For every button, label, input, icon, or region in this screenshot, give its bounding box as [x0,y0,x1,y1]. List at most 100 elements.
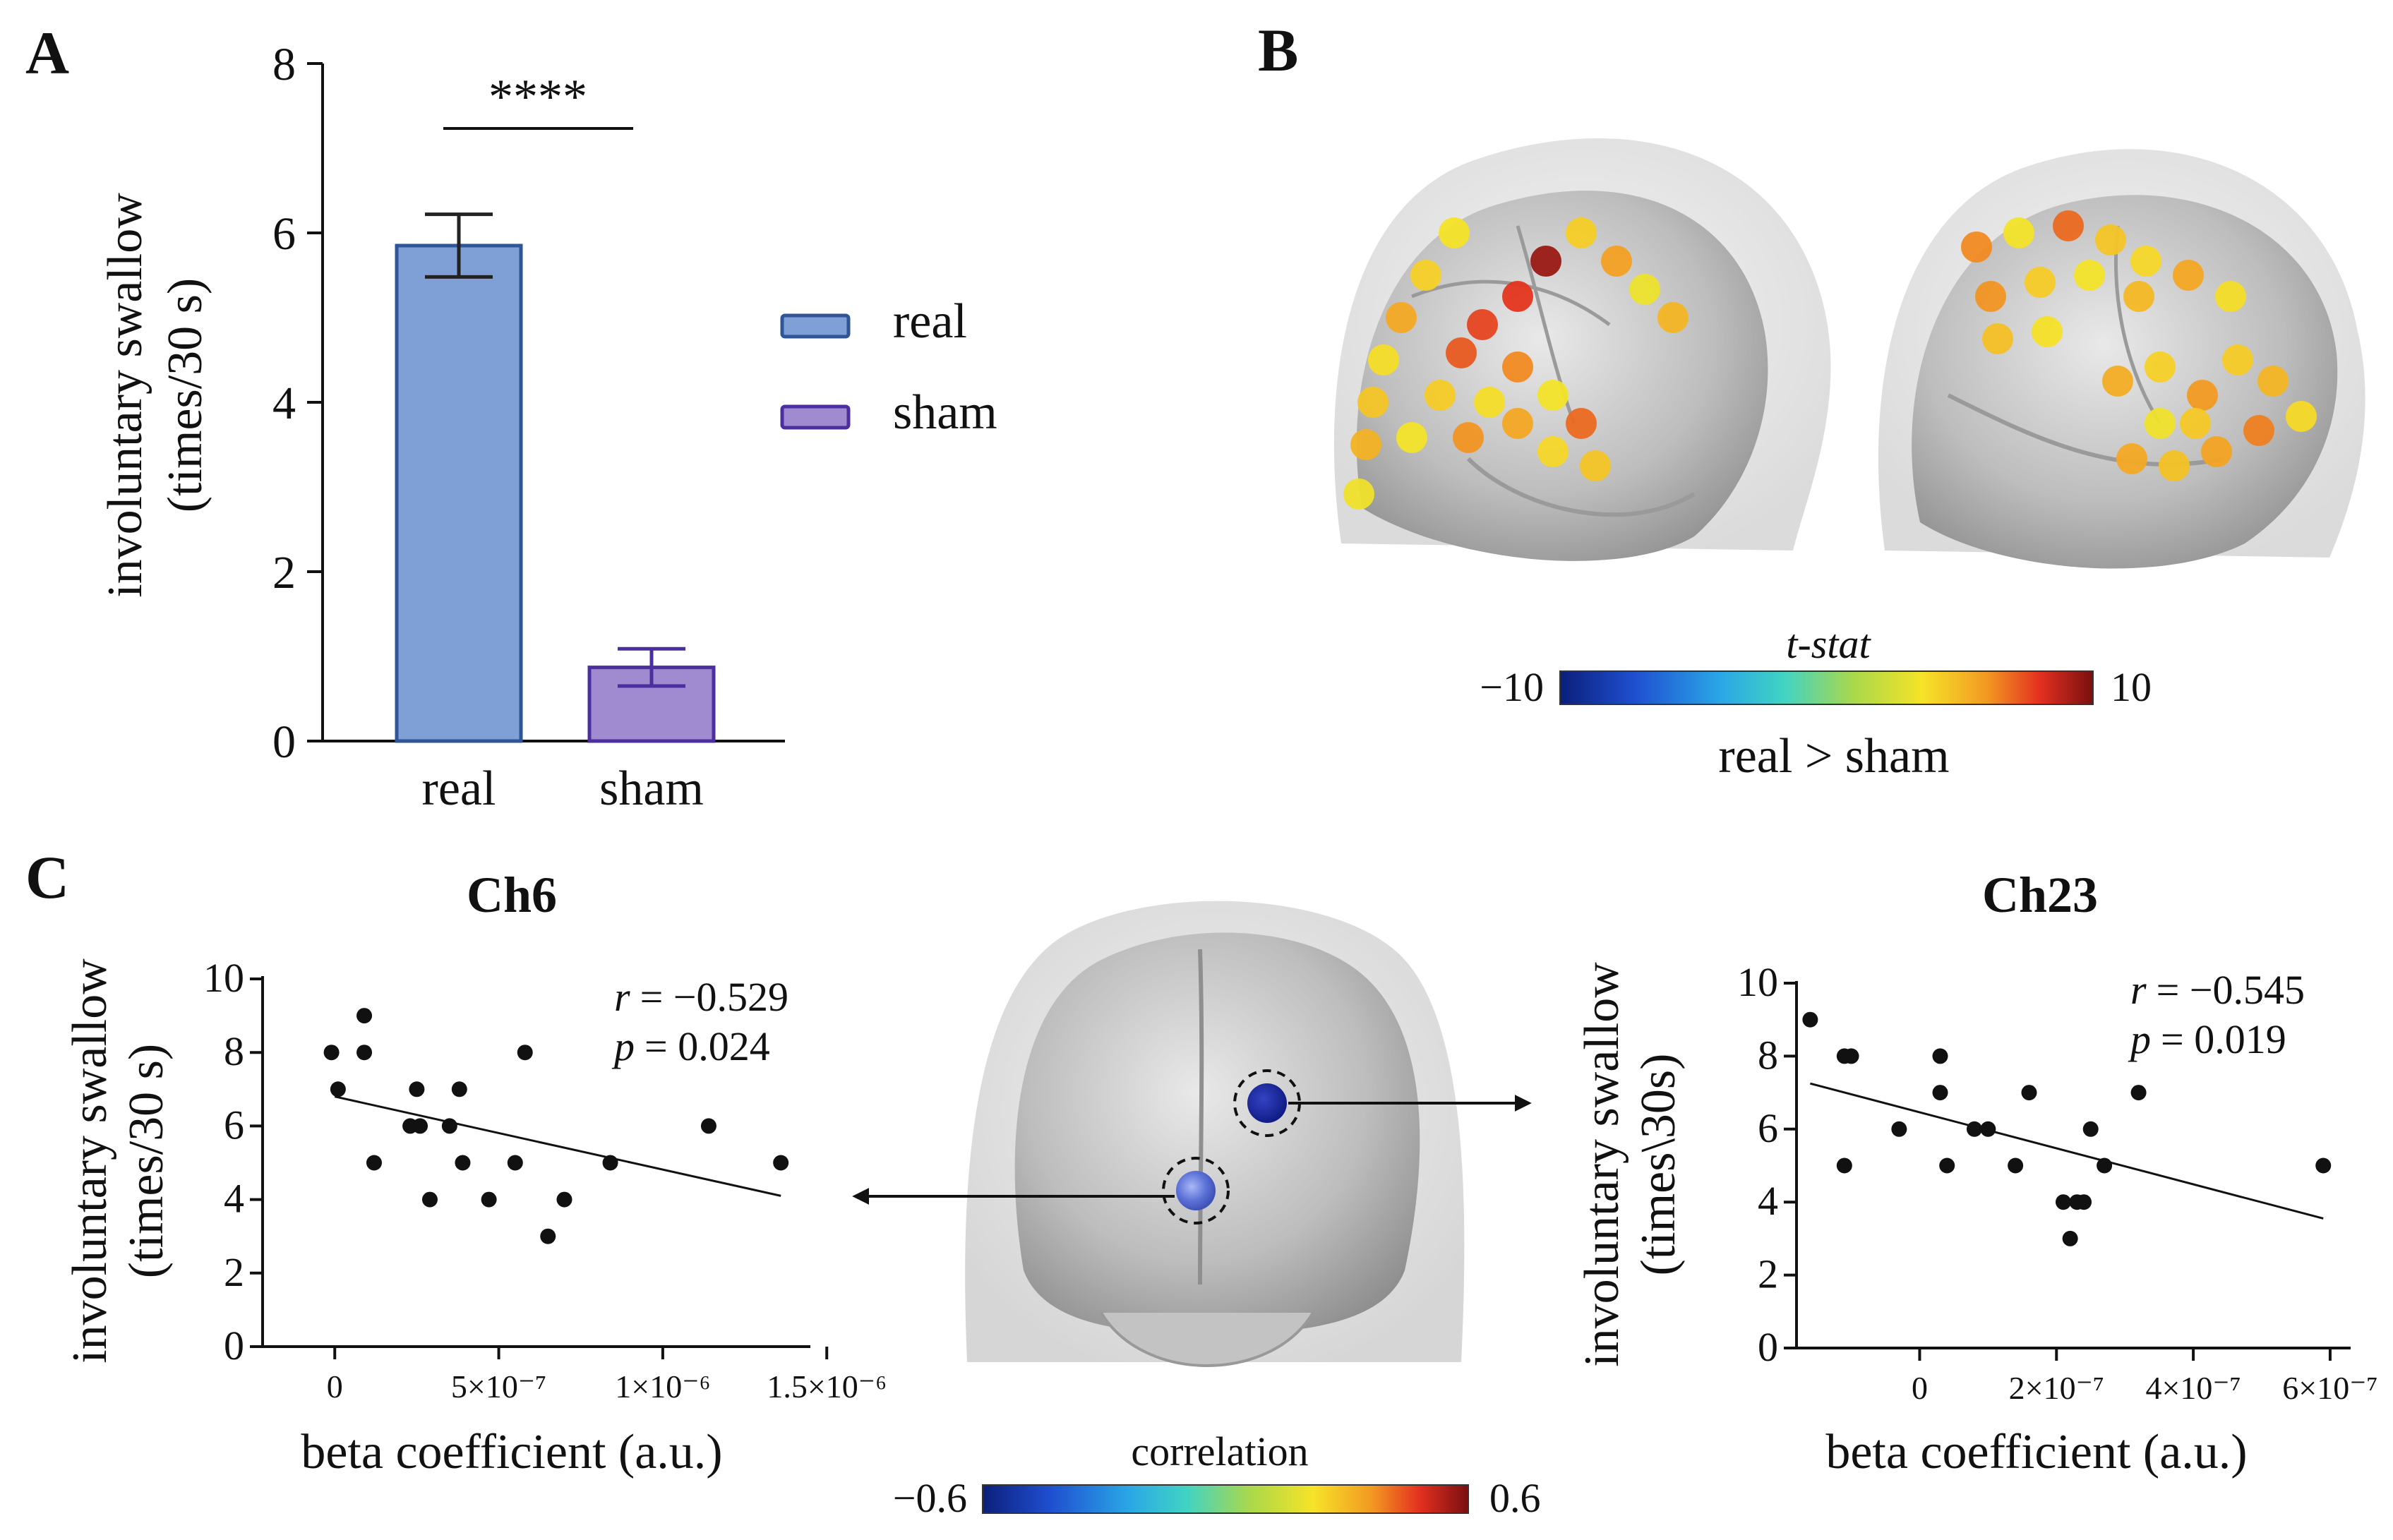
channel-marker [1368,344,1399,375]
y-tick-label: 4 [1758,1178,1778,1224]
panel-a-x-label: real [422,762,496,816]
channel-marker [1439,217,1470,248]
y-tick-label: 4 [224,1176,244,1222]
channel-marker [1453,422,1484,453]
data-point [1932,1085,1948,1101]
channel-marker [1629,274,1660,305]
ch23-ylabel-line2: (times\30s) [1631,1054,1686,1276]
channel-marker [1350,429,1381,460]
channel-marker [2222,344,2253,375]
correlation-colorbar [982,1484,1469,1514]
channel-marker [2102,366,2133,397]
ch6-title: Ch6 [467,867,557,923]
data-point [356,1045,373,1061]
ch6-points [323,1008,789,1244]
y-tick-label: 6 [1758,1105,1778,1151]
x-tick-label: 0 [327,1368,343,1404]
channel-marker [2145,351,2176,383]
ch6-y-title: involuntary swallow (times/30 s) [63,958,174,1364]
x-tick-label: 4×10⁻⁷ [2145,1370,2241,1406]
data-point [2315,1157,2332,1174]
bar-real [395,243,523,743]
data-point [366,1155,382,1171]
data-point [2082,1121,2099,1137]
legend-swatch-real [780,313,851,339]
ch23-correlation-spot [1247,1083,1287,1123]
tstat-colorbar [1559,670,2094,705]
tstat-colorbar-max: 10 [2111,664,2152,710]
data-point [421,1191,438,1208]
ch23-xlabel: beta coefficient (a.u.) [1825,1425,2247,1479]
channel-marker [1343,479,1374,510]
data-point [1939,1157,1955,1174]
data-point [2076,1194,2092,1210]
channel-marker [1566,408,1597,439]
ch6-ylabel-line2: (times/30 s) [119,1044,174,1278]
ch23-p-stat: p = 0.019 [2128,1016,2286,1062]
channel-marker [1982,323,2013,354]
panel-a-y-title: involuntary swallow (times/30 s) [98,193,212,598]
tstat-colorbar-caption: real > sham [1718,729,1949,783]
panel-a-bar-chart: A 0 2 4 6 8 real sham **** involuntary swallo… [25,19,997,816]
correlation-colorbar-min: −0.6 [893,1475,967,1521]
legend-label-sham: sham [893,385,997,440]
panel-a-y-ticks: 0 2 4 6 8 [272,39,323,768]
ch6-ticks: 0 2 4 6 8 10 0 5×10⁻⁷ 1×10⁻⁶ 1.5×10⁻⁶ [203,955,887,1404]
tstat-colorbar-title: t-stat [1786,621,1871,667]
y-tick-label: 0 [1758,1324,1778,1370]
ch23-points [1802,1011,2332,1246]
data-point [773,1155,789,1171]
channel-marker [1530,246,1561,277]
channel-marker [1657,302,1689,333]
channel-marker [2032,316,2063,347]
panel-b-left-channels [1343,217,1689,510]
data-point [1836,1157,1852,1174]
channel-marker [1357,387,1389,418]
data-point [441,1118,457,1134]
data-point [1802,1011,1818,1028]
data-point [2062,1230,2078,1246]
channel-marker [1580,450,1611,481]
ch6-p-label: p [611,1023,635,1069]
channel-marker [1961,231,1992,263]
channel-marker [2074,260,2105,291]
panel-label-b: B [1258,16,1298,84]
ch23-y-title: involuntary swallow (times\30s) [1575,962,1686,1367]
ch23-r-value: = −0.545 [2157,967,2305,1013]
panel-a-y-tick-label: 6 [272,208,296,260]
x-tick-label: 1×10⁻⁶ [615,1368,710,1404]
channel-marker [2130,246,2161,277]
data-point [2097,1157,2113,1174]
channel-marker [1396,422,1427,453]
x-tick-label: 0 [1912,1370,1928,1406]
panel-a-ylabel-line2: (times/30 s) [158,278,212,512]
data-point [1891,1121,1907,1137]
ch23-title: Ch23 [1982,867,2098,923]
data-point [409,1081,425,1097]
panel-label-c: C [25,843,69,911]
ch23-ylabel-line1: involuntary swallow [1575,962,1629,1367]
data-point [507,1155,523,1171]
channel-marker [1975,281,2006,312]
panel-b-brain-tstat: B t-stat −10 10 real > sham [1258,16,2365,783]
channel-marker [2095,224,2126,255]
brain-render-icon [1878,149,2365,569]
data-point [323,1045,340,1061]
y-tick-label: 10 [1737,959,1778,1005]
y-tick-label: 0 [224,1323,244,1368]
panel-a-x-label: sham [599,762,704,816]
panel-b-right-channels [1961,210,2317,481]
channel-marker [1601,246,1632,277]
data-point [1966,1121,1982,1137]
panel-a-legend: real sham [780,294,997,440]
ch23-regression-line [1810,1082,2324,1220]
ch6-regression-line [334,1095,781,1197]
channel-marker [1410,260,1441,291]
panel-a-y-tick-label: 2 [272,547,296,598]
channel-marker [2286,401,2317,432]
brain-render-icon [1333,138,1831,561]
channel-marker [1502,408,1533,439]
channel-marker [1386,302,1417,333]
y-tick-label: 2 [224,1249,244,1295]
channel-marker [2215,281,2246,312]
